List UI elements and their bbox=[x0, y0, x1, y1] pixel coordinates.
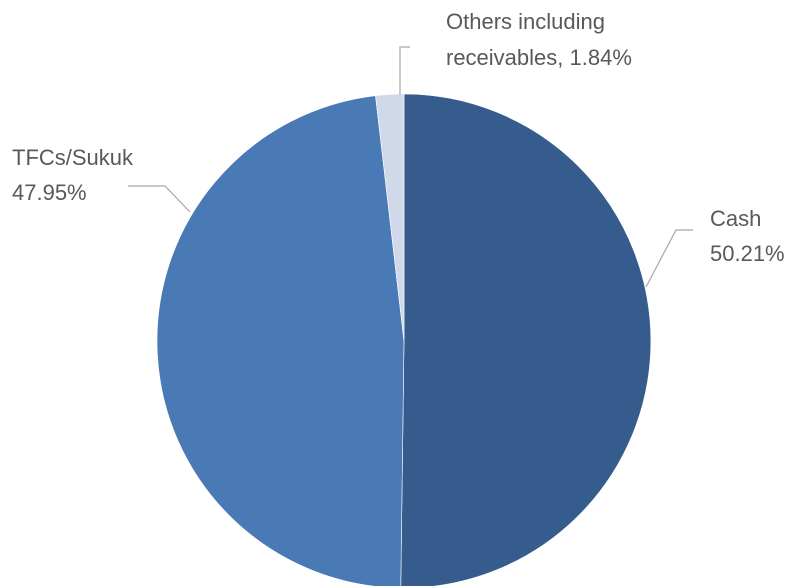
cash-label: Cash 50.21% bbox=[710, 206, 785, 266]
tfc-label-value: 47.95% bbox=[12, 180, 87, 205]
slice-cash bbox=[400, 93, 652, 586]
others-leader-line bbox=[399, 46, 410, 95]
others-label-name: Others including bbox=[446, 9, 605, 34]
others-label: Others including receivables, 1.84% bbox=[446, 9, 632, 70]
slice-others-including-receivables bbox=[375, 93, 405, 342]
others-label-value: receivables, 1.84% bbox=[446, 45, 632, 70]
tfc-label: TFCs/Sukuk 47.95% bbox=[12, 145, 139, 205]
cash-label-name: Cash bbox=[710, 206, 761, 231]
cash-label-value: 50.21% bbox=[710, 241, 785, 266]
cash-leader-line bbox=[645, 229, 693, 288]
tfc-leader-line bbox=[128, 185, 191, 213]
slice-tfcs-sukuk bbox=[156, 95, 405, 586]
pie-slices bbox=[156, 93, 652, 586]
tfc-label-name: TFCs/Sukuk bbox=[12, 145, 134, 170]
